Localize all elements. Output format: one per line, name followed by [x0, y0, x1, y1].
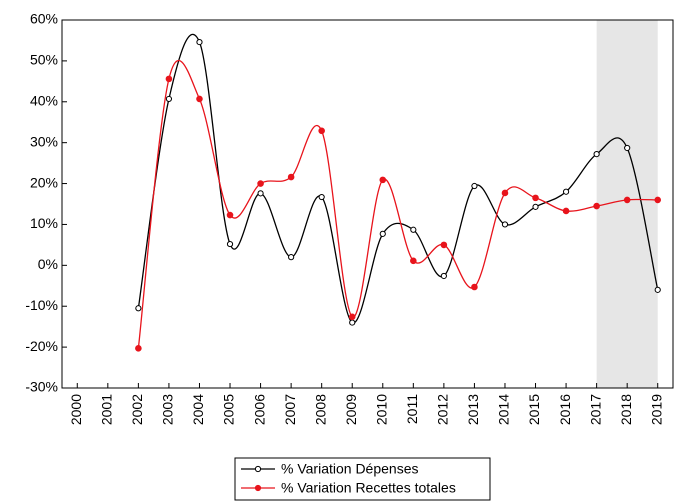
data-point — [135, 305, 142, 312]
data-point — [318, 193, 325, 201]
x-tick-label: 2000 — [68, 394, 84, 425]
legend: % Variation Dépenses % Variation Recettes… — [234, 457, 491, 501]
data-point — [501, 189, 509, 197]
data-point — [471, 182, 478, 190]
x-tick-label: 2016 — [557, 394, 573, 425]
legend-label: % Variation Dépenses — [281, 461, 418, 477]
data-point — [379, 176, 387, 184]
data-point — [410, 257, 417, 265]
legend-box — [234, 457, 491, 501]
data-point — [532, 194, 539, 202]
y-tick-label: -10% — [25, 297, 58, 313]
y-tick-label: 40% — [30, 92, 58, 108]
plot-frame — [61, 19, 674, 389]
data-point — [135, 345, 142, 352]
y-tick-label: 10% — [30, 215, 58, 231]
data-point — [623, 196, 631, 204]
y-tick-label: -30% — [25, 379, 58, 395]
x-tick-label: 2007 — [282, 394, 298, 425]
x-tick-label: 2018 — [618, 394, 634, 425]
data-point — [562, 207, 570, 215]
data-point — [532, 203, 539, 210]
x-tick-label: 2013 — [465, 394, 481, 425]
x-tick-label: 2003 — [160, 394, 176, 425]
data-point — [379, 230, 386, 237]
y-tick-label: 60% — [30, 11, 58, 27]
x-tick-label: 2001 — [99, 394, 115, 425]
data-point — [196, 38, 203, 46]
x-tick-label: 2017 — [587, 394, 603, 425]
data-point — [501, 221, 509, 228]
x-tick-label: 2015 — [526, 394, 542, 425]
data-point — [440, 272, 447, 280]
y-tick-label: 0% — [38, 256, 58, 272]
data-point — [348, 313, 356, 321]
data-point — [562, 188, 570, 195]
x-tick-label: 2014 — [496, 394, 512, 425]
data-point — [165, 95, 173, 103]
data-point — [226, 240, 234, 248]
data-point — [257, 190, 264, 197]
data-point — [593, 151, 600, 158]
data-point — [471, 283, 478, 291]
series-line — [137, 60, 658, 349]
legend-label: % Variation Recettes totales — [281, 480, 456, 496]
series-line — [137, 33, 659, 324]
x-tick-label: 2012 — [435, 394, 451, 425]
x-tick-label: 2010 — [373, 394, 389, 425]
x-tick-label: 2002 — [129, 394, 145, 425]
y-tick-label: 50% — [30, 52, 58, 68]
y-tick-label: 20% — [30, 174, 58, 190]
x-tick-label: 2011 — [404, 394, 420, 424]
x-tick-label: 2009 — [343, 394, 359, 425]
data-point — [654, 286, 661, 293]
data-point — [226, 211, 234, 219]
data-point — [349, 319, 356, 326]
x-tick-label: 2004 — [190, 394, 206, 425]
data-point — [196, 95, 203, 103]
legend-marker — [254, 484, 262, 492]
data-point — [318, 127, 325, 135]
data-point — [287, 173, 295, 181]
y-tick-label: -20% — [25, 338, 58, 354]
legend-marker — [254, 465, 262, 473]
x-tick-label: 2008 — [312, 394, 328, 425]
data-point — [593, 202, 600, 210]
data-point — [410, 226, 417, 233]
data-point — [440, 241, 448, 249]
data-point — [165, 75, 173, 83]
x-tick-label: 2019 — [648, 394, 664, 425]
data-point — [654, 196, 662, 204]
x-tick-label: 2005 — [221, 394, 237, 425]
y-tick-label: 30% — [30, 133, 58, 149]
data-point — [624, 144, 631, 152]
x-tick-label: 2006 — [251, 394, 267, 425]
data-point — [257, 180, 264, 187]
data-point — [288, 254, 295, 261]
